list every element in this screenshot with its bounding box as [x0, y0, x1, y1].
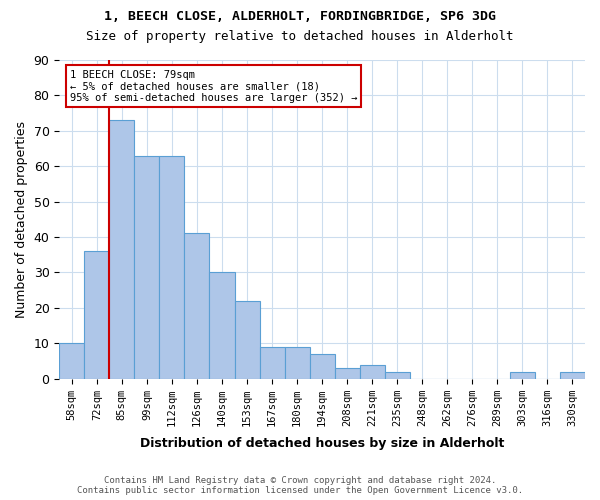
Text: 1 BEECH CLOSE: 79sqm
← 5% of detached houses are smaller (18)
95% of semi-detach: 1 BEECH CLOSE: 79sqm ← 5% of detached ho… — [70, 70, 357, 103]
Bar — [560, 372, 585, 378]
Bar — [385, 372, 410, 378]
Bar — [85, 251, 109, 378]
Bar — [59, 344, 85, 378]
Bar — [160, 156, 184, 378]
Bar — [109, 120, 134, 378]
Bar — [235, 301, 260, 378]
Y-axis label: Number of detached properties: Number of detached properties — [15, 121, 28, 318]
Bar — [134, 156, 160, 378]
Bar — [260, 347, 284, 378]
Text: Contains HM Land Registry data © Crown copyright and database right 2024.
Contai: Contains HM Land Registry data © Crown c… — [77, 476, 523, 495]
Bar — [184, 234, 209, 378]
Bar — [284, 347, 310, 378]
Text: Size of property relative to detached houses in Alderholt: Size of property relative to detached ho… — [86, 30, 514, 43]
Bar — [335, 368, 359, 378]
Bar — [359, 364, 385, 378]
X-axis label: Distribution of detached houses by size in Alderholt: Distribution of detached houses by size … — [140, 437, 505, 450]
Bar — [209, 272, 235, 378]
Text: 1, BEECH CLOSE, ALDERHOLT, FORDINGBRIDGE, SP6 3DG: 1, BEECH CLOSE, ALDERHOLT, FORDINGBRIDGE… — [104, 10, 496, 23]
Bar — [310, 354, 335, 378]
Bar — [510, 372, 535, 378]
